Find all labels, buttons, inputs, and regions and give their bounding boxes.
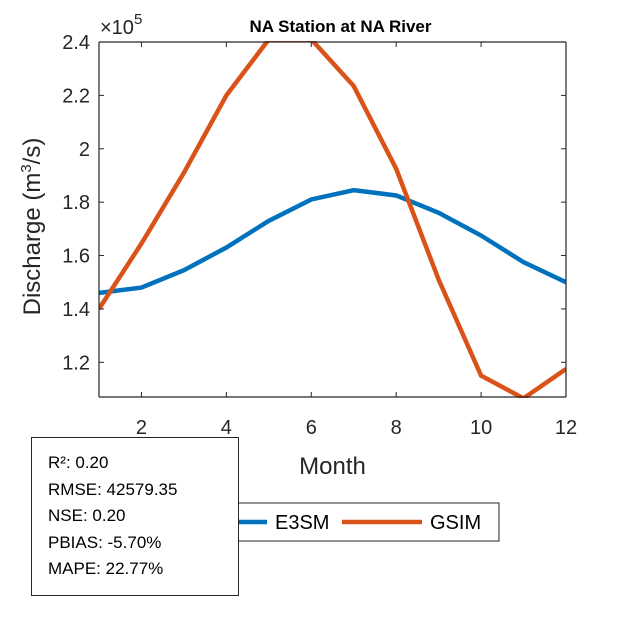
y-axis-label-post: /s) — [19, 138, 46, 165]
y-tick-label: 1.8 — [62, 192, 90, 214]
stat-nse: NSE: 0.20 — [48, 506, 126, 525]
x-tick-label: 4 — [221, 417, 232, 439]
y-tick-label: 2.2 — [62, 85, 90, 107]
y-tick-label: 2 — [79, 139, 90, 161]
x-tick-label: 12 — [555, 417, 577, 439]
stat-r2: R²: 0.20 — [48, 453, 109, 472]
y-tick-label: 1.4 — [62, 299, 90, 321]
y-multiplier-exponent: 5 — [134, 11, 142, 28]
series-line-e3sm — [99, 187, 566, 296]
y-axis-label-pre: Discharge (m — [19, 173, 46, 316]
y-axis-label-sup: 3 — [18, 164, 35, 172]
x-tick-label: 6 — [306, 417, 317, 439]
y-axis-label: Discharge (m3/s) — [18, 138, 46, 316]
statistics-box: R²: 0.20 RMSE: 42579.35 NSE: 0.20 PBIAS:… — [31, 437, 239, 596]
legend-label-gsim: GSIM — [430, 512, 481, 534]
legend-item-gsim: GSIM — [342, 512, 481, 534]
stat-rmse: RMSE: 42579.35 — [48, 479, 178, 499]
chart-title: NA Station at NA River — [250, 17, 432, 36]
y-tick-label: 1.2 — [62, 352, 90, 374]
x-axis-label: Month — [299, 453, 366, 480]
plot-area — [99, 42, 566, 397]
legend-label-e3sm: E3SM — [275, 512, 329, 534]
stat-pbias: PBIAS: -5.70% — [48, 532, 162, 552]
series-line-gsim — [99, 41, 566, 398]
y-axis-multiplier: ×105 — [100, 11, 142, 39]
y-tick-label: 1.6 — [62, 246, 90, 268]
stat-mape: MAPE: 22.77% — [48, 559, 164, 578]
x-tick-label: 10 — [470, 417, 492, 439]
x-tick-label: 8 — [391, 417, 402, 439]
y-tick-label: 2.4 — [62, 32, 90, 54]
x-tick-label: 2 — [136, 417, 147, 439]
y-multiplier-base: ×10 — [100, 17, 134, 39]
